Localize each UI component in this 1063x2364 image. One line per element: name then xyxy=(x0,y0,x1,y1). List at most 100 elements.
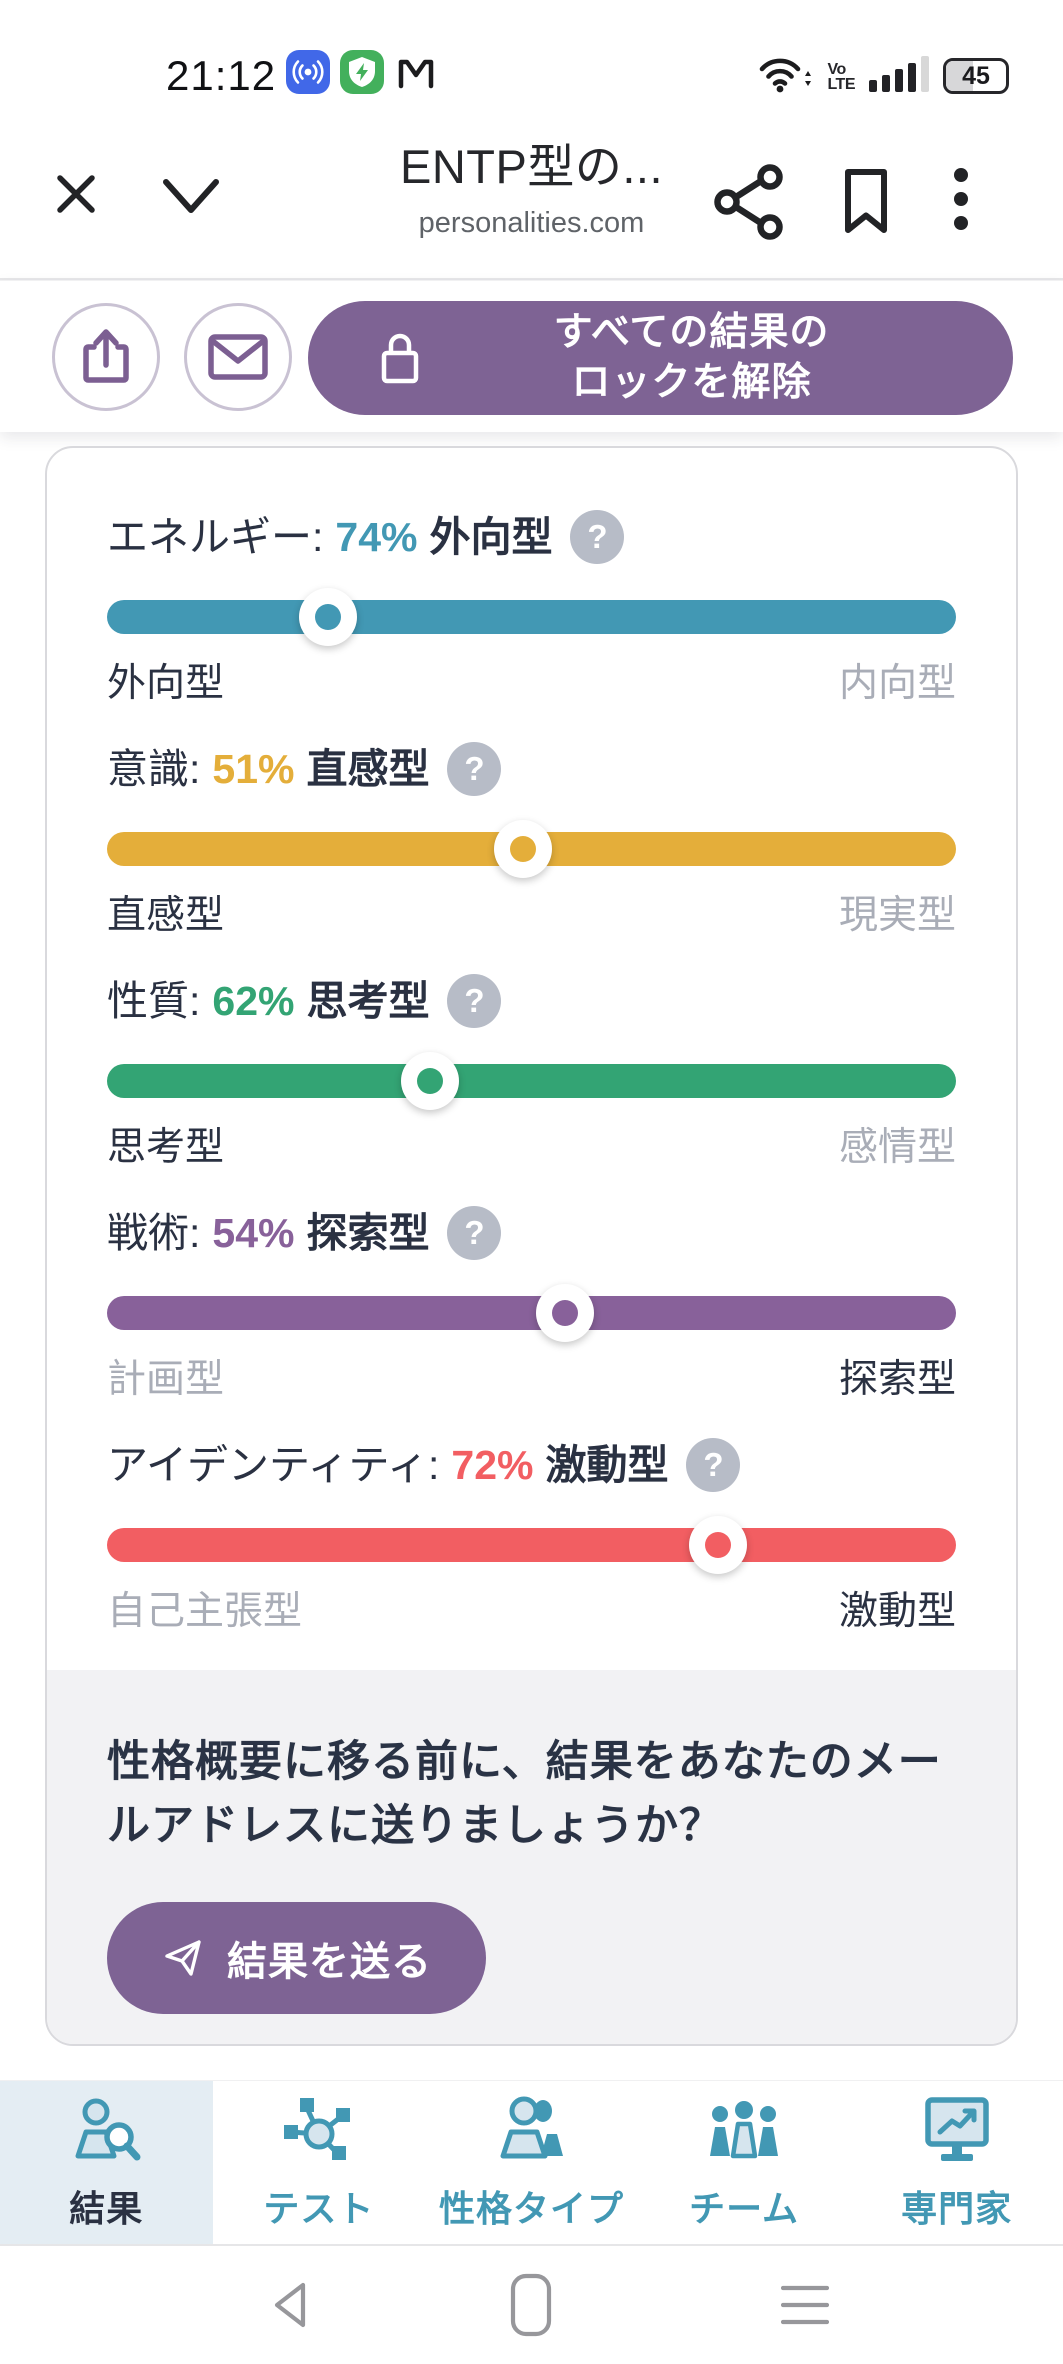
trait-pole-labels: 自己主張型 激動型 xyxy=(107,1590,956,1634)
trait-identity: アイデンティティ: 72% 激動型 ? 自己主張型 激動型 xyxy=(107,1438,956,1634)
slider-handle[interactable] xyxy=(689,1516,748,1574)
unlock-results-button[interactable]: すべての結果の ロックを解除 xyxy=(308,301,1013,415)
status-indicators: Vo LTE 45 xyxy=(757,50,1009,94)
trait-pole-labels: 思考型 感情型 xyxy=(107,1126,956,1170)
volte-indicator: Vo LTE xyxy=(827,61,855,93)
bookmark-icon xyxy=(845,169,887,233)
trait-winner: 思考型 xyxy=(306,978,430,1024)
trait-category: 意識: xyxy=(107,746,201,792)
android-recents-button[interactable] xyxy=(745,2246,865,2364)
trait-percent: 54% xyxy=(212,1210,295,1256)
recents-icon xyxy=(781,2285,829,2325)
help-badge[interactable]: ? xyxy=(447,742,502,796)
browser-header: ENTP型の... personalities.com xyxy=(0,110,1063,280)
unlock-button-label: すべての結果の ロックを解除 xyxy=(553,311,830,404)
android-navigation-bar xyxy=(0,2244,1063,2364)
help-badge[interactable]: ? xyxy=(447,1206,502,1260)
trait-slider xyxy=(107,588,956,646)
left-pole-label: 直感型 xyxy=(107,894,225,937)
trait-heading: 戦術: 54% 探索型 ? xyxy=(107,1206,956,1260)
envelope-icon xyxy=(208,334,268,380)
android-home-button[interactable] xyxy=(471,2246,591,2364)
results-action-bar: すべての結果の ロックを解除 xyxy=(0,280,1063,432)
help-badge[interactable]: ? xyxy=(447,974,502,1028)
status-bar: 21:12 xyxy=(0,0,1063,110)
slider-track xyxy=(107,1528,956,1562)
trait-tactics: 戦術: 54% 探索型 ? 計画型 探索型 xyxy=(107,1206,956,1402)
nav-tab-results[interactable]: 結果 xyxy=(0,2081,213,2244)
nav-label-types: 性格タイプ xyxy=(438,2187,624,2229)
trait-category: 性質: xyxy=(107,978,201,1024)
left-pole-label: 思考型 xyxy=(107,1126,225,1169)
clock: 21:12 xyxy=(166,52,277,99)
trait-percent: 72% xyxy=(451,1442,534,1488)
android-back-button[interactable] xyxy=(230,2246,350,2364)
close-button[interactable] xyxy=(50,168,102,220)
left-pole-label: 計画型 xyxy=(107,1358,225,1401)
trait-pole-labels: 外向型 内向型 xyxy=(107,662,956,706)
team-icon xyxy=(710,2100,779,2158)
home-icon xyxy=(510,2273,552,2337)
email-results-button[interactable] xyxy=(184,303,292,411)
nav-tab-teams[interactable]: チーム xyxy=(638,2081,851,2244)
export-button[interactable] xyxy=(52,303,160,411)
trait-winner: 探索型 xyxy=(306,1210,430,1256)
wifi-icon xyxy=(760,58,812,93)
trait-percent: 62% xyxy=(212,978,295,1024)
hotspot-app-icon xyxy=(286,50,330,94)
page-title: ENTP型の... xyxy=(399,140,664,193)
share-button[interactable] xyxy=(712,162,790,242)
right-pole-label: 感情型 xyxy=(838,1126,956,1169)
nav-label-test: テスト xyxy=(263,2187,375,2229)
shield-bolt-icon xyxy=(349,57,375,87)
trait-heading: アイデンティティ: 72% 激動型 ? xyxy=(107,1438,956,1492)
right-pole-label: 内向型 xyxy=(838,662,956,705)
trait-slider xyxy=(107,1284,956,1342)
paper-plane-icon xyxy=(165,1940,201,1976)
nav-tab-experts[interactable]: 専門家 xyxy=(850,2081,1063,2244)
close-icon xyxy=(57,175,95,213)
kebab-menu-icon xyxy=(954,168,968,230)
trait-percent: 51% xyxy=(212,746,295,792)
menu-button[interactable] xyxy=(952,166,970,232)
nav-label-results: 結果 xyxy=(69,2187,144,2229)
trait-mind: 意識: 51% 直感型 ? 直感型 現実型 xyxy=(107,742,956,938)
slider-track xyxy=(107,1296,956,1330)
trait-pole-labels: 直感型 現実型 xyxy=(107,894,956,938)
email-prompt-message: 性格概要に移る前に、結果をあなたのメールアドレスに送りましょうか？ xyxy=(107,1738,942,1850)
right-pole-label: 激動型 xyxy=(838,1590,956,1633)
nav-tab-test[interactable]: テスト xyxy=(213,2081,426,2244)
slider-handle[interactable] xyxy=(494,820,552,878)
security-app-icon xyxy=(340,50,384,94)
help-badge[interactable]: ? xyxy=(686,1438,741,1492)
battery-percentage: 45 xyxy=(962,61,990,90)
trait-slider xyxy=(107,1052,956,1110)
trait-winner: 外向型 xyxy=(429,514,553,560)
slider-handle[interactable] xyxy=(298,588,357,646)
slider-track xyxy=(107,600,956,634)
page-title-block: ENTP型の... personalities.com xyxy=(322,128,742,240)
bottom-navigation: 結果 テスト 性格タイプ xyxy=(0,2080,1063,2244)
right-pole-label: 探索型 xyxy=(838,1358,956,1401)
trait-sliders: エネルギー: 74% 外向型 ? 外向型 内向型 意識: 51% xyxy=(47,448,1016,1670)
slider-handle[interactable] xyxy=(536,1284,595,1342)
collapse-button[interactable] xyxy=(158,176,224,218)
help-badge[interactable]: ? xyxy=(570,510,625,564)
chevron-down-icon xyxy=(163,179,219,213)
personality-types-icon xyxy=(500,2096,564,2158)
trait-heading: 性質: 62% 思考型 ? xyxy=(107,974,956,1028)
nav-tab-types[interactable]: 性格タイプ xyxy=(425,2081,638,2244)
send-results-button[interactable]: 結果を送る xyxy=(107,1902,486,2014)
send-results-label: 結果を送る xyxy=(227,1940,432,1984)
slider-handle[interactable] xyxy=(400,1052,459,1110)
signal-strength-icon xyxy=(869,56,929,94)
bookmark-button[interactable] xyxy=(838,164,894,238)
trait-winner: 直感型 xyxy=(306,746,430,792)
share-icon xyxy=(714,164,783,240)
trait-category: アイデンティティ: xyxy=(107,1442,440,1488)
left-pole-label: 外向型 xyxy=(107,662,225,705)
nav-label-teams: チーム xyxy=(689,2187,800,2229)
battery-icon: 45 xyxy=(943,58,1009,94)
gmail-icon xyxy=(394,50,438,99)
